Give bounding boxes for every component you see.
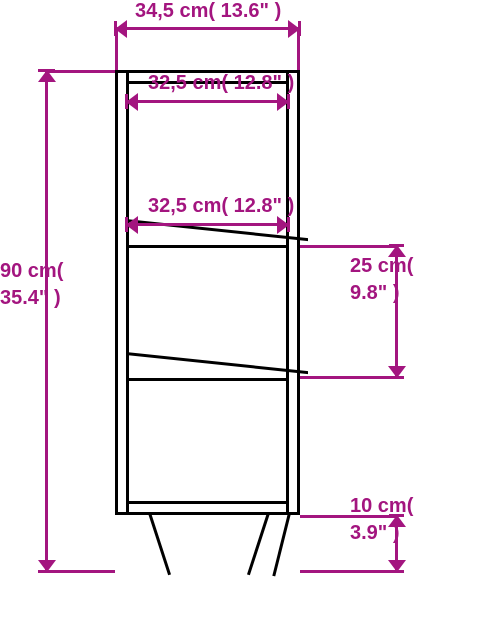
dim-total-h-label-2: 35.4" ) xyxy=(0,287,61,310)
leg-front-left xyxy=(148,513,171,576)
dim-inner-w-lower-label: 32,5 cm( 12.8" ) xyxy=(148,195,294,218)
dim-total-h-line xyxy=(45,70,48,572)
leg-back-right xyxy=(272,513,291,577)
dim-leg-h-label-2: 3.9" ) xyxy=(350,522,400,545)
cabinet-outer-right xyxy=(297,70,300,515)
cabinet-inner-right xyxy=(286,73,289,512)
dim-inner-w-upper-arrow-r xyxy=(277,93,289,111)
dim-shelf-h-label-2: 9.8" ) xyxy=(350,282,400,305)
dim-shelf-h-label-1: 25 cm( xyxy=(350,255,413,278)
dim-top-width-line xyxy=(115,27,300,30)
dim-inner-w-lower-arrow-r xyxy=(277,216,289,234)
dim-inner-w-lower-arrow-l xyxy=(126,216,138,234)
shelf-depth-2 xyxy=(126,352,308,400)
shelf-depth-edge-2 xyxy=(126,354,129,380)
dim-leg-h-label-1: 10 cm( xyxy=(350,495,413,518)
dim-inner-w-upper-label: 32,5 cm( 12.8" ) xyxy=(148,72,294,95)
dim-top-width-drop-l xyxy=(115,27,118,70)
dim-inner-w-lower-line xyxy=(126,223,289,226)
dim-leg-h-ext-b xyxy=(300,570,395,573)
dim-shelf-h-ext-t xyxy=(300,245,395,248)
dim-total-h-label-1: 90 cm( xyxy=(0,260,63,283)
cabinet-outer-left xyxy=(115,70,118,515)
dim-inner-w-upper-arrow-l xyxy=(126,93,138,111)
dim-top-width-label: 34,5 cm( 13.6" ) xyxy=(135,0,281,23)
dim-shelf-h-ext-b xyxy=(300,376,395,379)
cabinet-bottom-inner xyxy=(126,501,289,504)
leg-front-right xyxy=(247,513,270,576)
furniture-dimension-diagram: 34,5 cm( 13.6" ) 32,5 cm( 12.8" ) 32,5 cm(… xyxy=(0,0,500,641)
cabinet-inner-left xyxy=(126,73,129,512)
cabinet-outer-bottom xyxy=(115,512,300,515)
dim-total-h-ext-t xyxy=(45,70,115,73)
dim-total-h-ext-b xyxy=(45,570,115,573)
dim-inner-w-upper-line xyxy=(126,100,289,103)
dim-top-width-drop-r xyxy=(297,27,300,70)
